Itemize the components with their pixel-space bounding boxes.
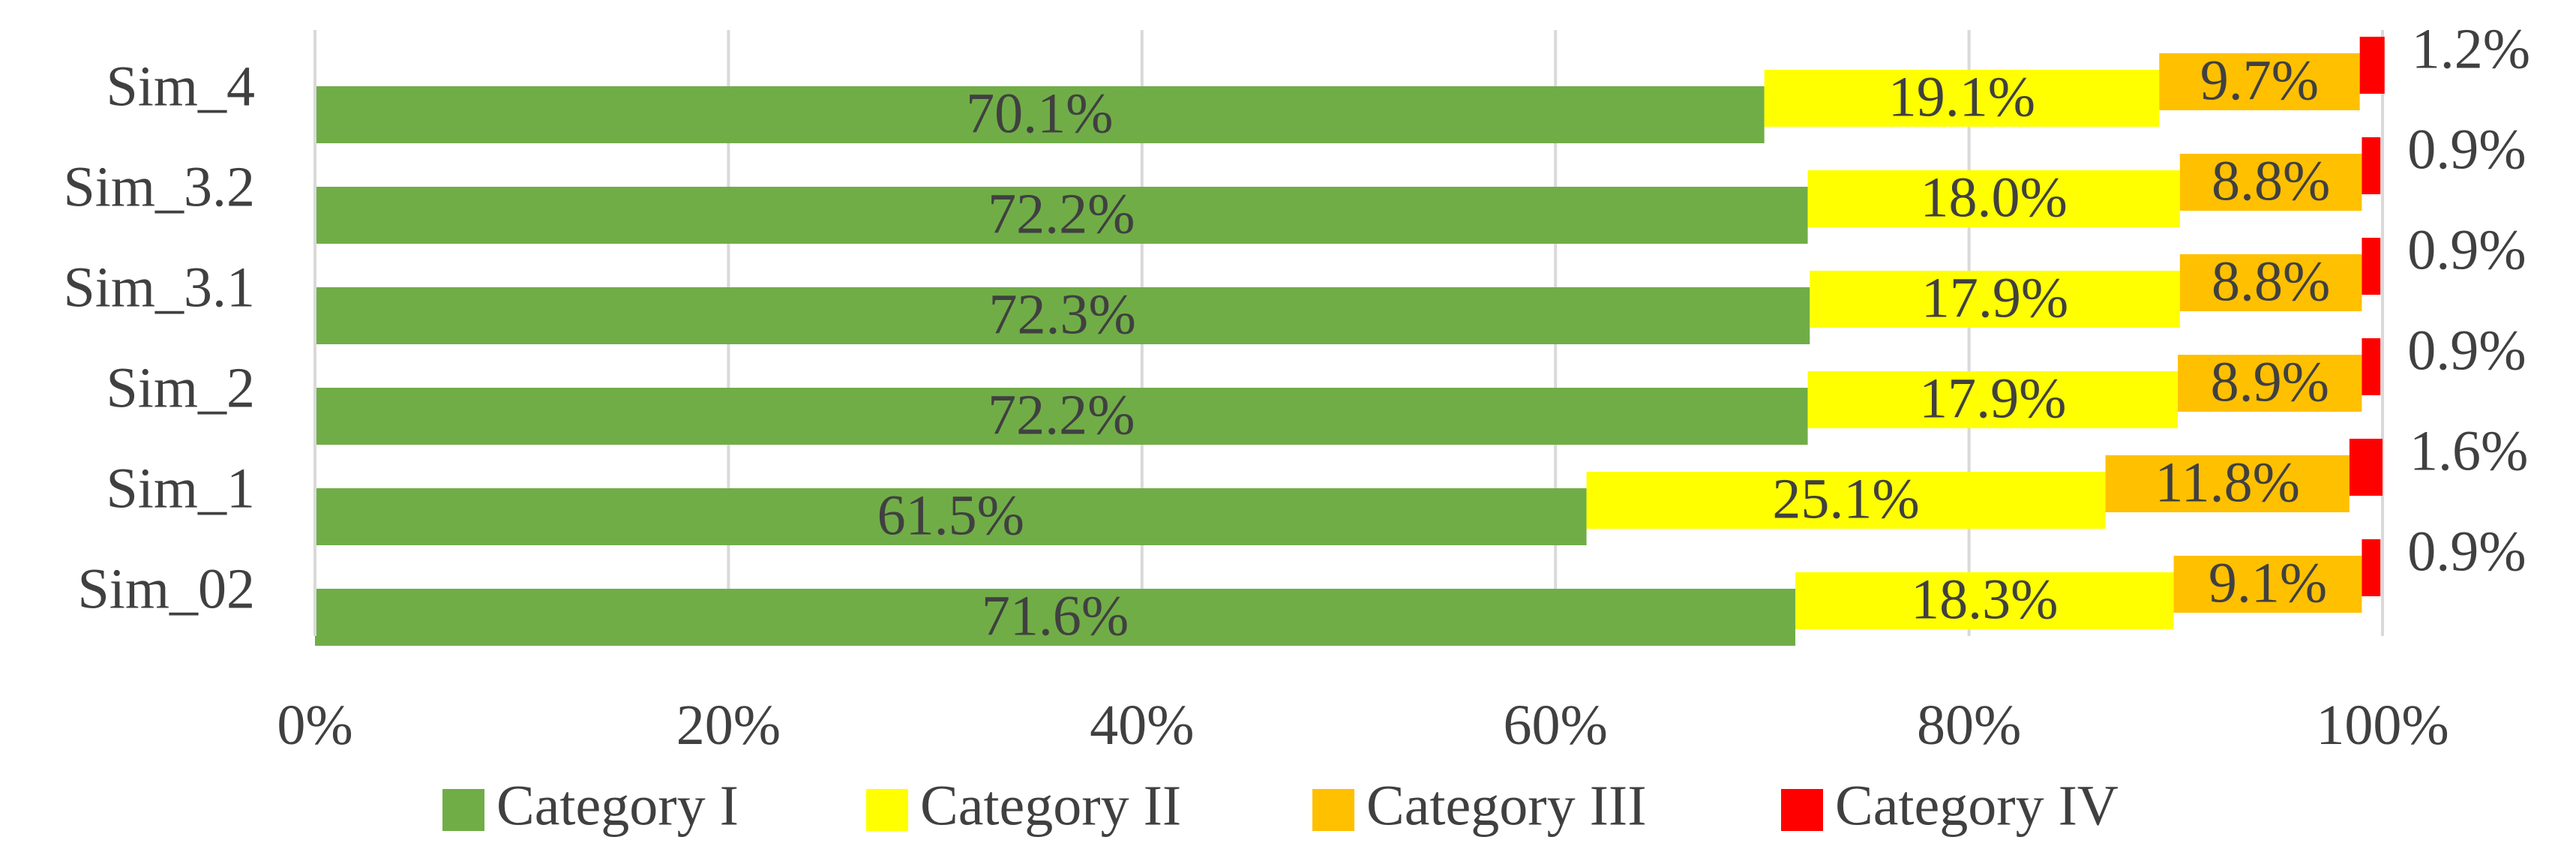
bar-category-i-sim-2 [315, 388, 1808, 445]
data-labels: 70.1% 19.1% 9.7% 1.2% 72.2% 18.0% 8.8% 0.9% 72.3… [877, 17, 2530, 647]
data-label-category-i-sim-4: 70.1% [966, 82, 1113, 145]
bars [315, 37, 2385, 646]
bar-category-iii-sim-4 [2159, 53, 2360, 110]
x-tick-label-40: 40% [1090, 694, 1194, 757]
axes: 0% 20% 40% 60% 80% 100% Sim_4 Sim_3.2 Sim_3.1 Sim… [64, 30, 2449, 757]
data-label-category-i-sim-3-2: 72.2% [988, 182, 1135, 245]
category-label-sim-4: Sim_4 [106, 55, 256, 118]
x-tick-label-80: 80% [1917, 694, 2021, 757]
bar-category-ii-sim-3-1 [1810, 271, 2180, 328]
category-label-sim-2: Sim_2 [106, 356, 256, 419]
data-label-category-iii-sim-1: 11.8% [2155, 451, 2300, 514]
x-tick-label-100: 100% [2316, 694, 2449, 757]
data-label-category-iii-sim-4: 9.7% [2200, 49, 2319, 112]
legend-swatch-category-i [442, 789, 484, 831]
category-label-sim-02: Sim_02 [78, 557, 256, 620]
bar-category-iv-sim-02 [2362, 539, 2381, 596]
bar-category-i-sim-4 [315, 86, 1765, 143]
data-label-category-iii-sim-3-2: 8.8% [2212, 149, 2330, 212]
legend: Category I Category II Category III Categor… [442, 774, 2119, 837]
bar-category-iii-sim-3-1 [2179, 254, 2362, 311]
data-label-category-iv-sim-1: 1.6% [2410, 419, 2528, 482]
legend-swatch-category-iv [1781, 789, 1823, 831]
category-label-sim-1: Sim_1 [106, 457, 256, 520]
data-label-category-ii-sim-4: 19.1% [1888, 65, 2035, 128]
bar-category-iv-sim-3-1 [2362, 238, 2381, 295]
bar-category-iv-sim-3-2 [2362, 137, 2381, 194]
data-label-category-i-sim-02: 71.6% [982, 584, 1129, 647]
bar-category-ii-sim-2 [1807, 371, 2179, 428]
data-label-category-ii-sim-3-1: 17.9% [1921, 266, 2068, 329]
bar-category-i-sim-3-1 [315, 287, 1810, 344]
legend-label-category-iv: Category IV [1835, 774, 2119, 837]
legend-swatch-category-iii [1312, 789, 1354, 831]
x-tick-label-0: 0% [277, 694, 352, 757]
data-label-category-ii-sim-3-2: 18.0% [1921, 166, 2068, 229]
legend-label-category-i: Category I [496, 774, 739, 837]
x-tick-label-60: 60% [1504, 694, 1608, 757]
bar-category-iv-sim-4 [2359, 37, 2385, 94]
data-label-category-ii-sim-2: 17.9% [1919, 367, 2066, 430]
data-label-category-iii-sim-2: 8.9% [2211, 350, 2329, 413]
bar-category-i-sim-1 [315, 488, 1587, 545]
bar-category-iv-sim-1 [2349, 439, 2383, 496]
bar-category-ii-sim-4 [1764, 70, 2160, 127]
bar-category-iii-sim-3-2 [2179, 154, 2362, 211]
data-label-category-iv-sim-4: 1.2% [2412, 17, 2530, 80]
data-label-category-iii-sim-02: 9.1% [2209, 551, 2327, 614]
category-label-sim-3-1: Sim_3.1 [64, 256, 256, 319]
data-label-category-i-sim-3-1: 72.3% [988, 283, 1135, 346]
bar-category-iii-sim-2 [2178, 355, 2362, 412]
data-label-category-ii-sim-1: 25.1% [1772, 467, 1919, 530]
bar-category-ii-sim-1 [1586, 472, 2106, 529]
bar-category-i-sim-3-2 [315, 187, 1808, 244]
bar-category-ii-sim-02 [1795, 572, 2174, 629]
bar-category-iii-sim-1 [2105, 455, 2350, 512]
data-label-category-iv-sim-02: 0.9% [2407, 520, 2526, 583]
data-label-category-iv-sim-3-2: 0.9% [2407, 118, 2526, 181]
category-label-sim-3-2: Sim_3.2 [64, 155, 256, 218]
bar-category-iv-sim-2 [2362, 338, 2381, 395]
legend-label-category-ii: Category II [920, 774, 1181, 837]
legend-swatch-category-ii [866, 789, 908, 831]
data-label-category-i-sim-2: 72.2% [988, 383, 1135, 446]
x-tick-label-20: 20% [676, 694, 781, 757]
data-label-category-iii-sim-3-1: 8.8% [2212, 250, 2330, 313]
legend-label-category-iii: Category III [1366, 774, 1647, 837]
bar-category-ii-sim-3-2 [1807, 170, 2180, 227]
bar-category-i-sim-02 [315, 589, 1796, 646]
data-label-category-iv-sim-2: 0.9% [2407, 319, 2526, 382]
data-label-category-ii-sim-02: 18.3% [1911, 568, 2058, 631]
data-label-category-iv-sim-3-1: 0.9% [2407, 218, 2526, 281]
bar-category-iii-sim-02 [2173, 556, 2362, 613]
data-label-category-i-sim-1: 61.5% [877, 484, 1024, 547]
